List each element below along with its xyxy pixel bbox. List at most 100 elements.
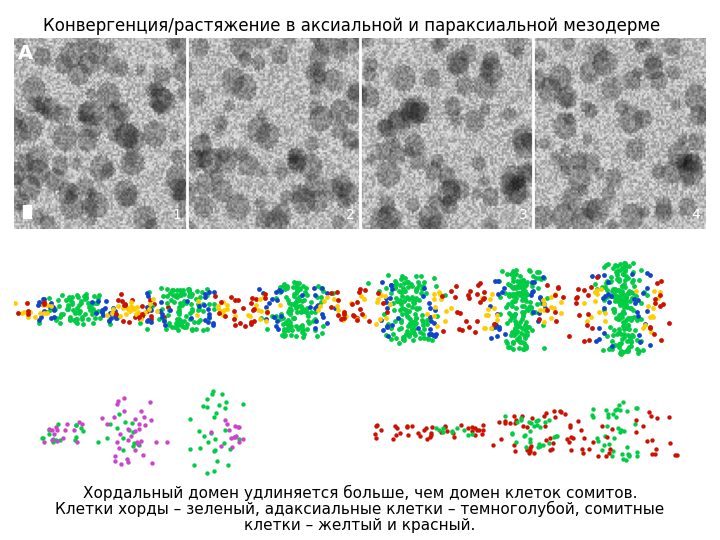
Point (75, 297, 86, 306)
Point (347, 310, 359, 319)
Point (163, 320, 174, 329)
Point (186, 305, 197, 313)
Point (451, 423, 463, 432)
Point (630, 292, 642, 300)
Point (230, 296, 241, 305)
Point (625, 314, 636, 323)
Point (515, 291, 526, 299)
Point (517, 292, 528, 301)
Point (637, 288, 649, 297)
Point (6, 300, 17, 309)
Point (174, 310, 185, 319)
Point (505, 316, 516, 325)
Point (477, 421, 489, 430)
Point (485, 324, 496, 333)
Point (536, 296, 548, 305)
Point (606, 345, 618, 353)
Point (630, 416, 642, 424)
Point (99, 303, 111, 312)
Point (112, 397, 124, 406)
Point (503, 292, 515, 300)
Point (446, 427, 458, 436)
Point (613, 314, 624, 323)
Point (431, 312, 443, 320)
Point (496, 288, 508, 296)
Point (176, 317, 187, 326)
Point (384, 300, 395, 309)
Point (538, 273, 549, 282)
Point (132, 440, 143, 448)
Point (504, 418, 516, 427)
Point (289, 299, 300, 308)
Point (172, 307, 184, 316)
Point (617, 334, 629, 343)
Point (599, 432, 611, 441)
Point (565, 446, 577, 454)
Point (426, 330, 437, 339)
Point (538, 441, 549, 449)
Point (654, 291, 666, 299)
Point (407, 293, 418, 301)
Point (123, 318, 135, 326)
Point (316, 309, 328, 318)
Point (512, 289, 523, 298)
Point (539, 306, 550, 315)
Point (467, 430, 478, 438)
Point (518, 308, 530, 316)
Point (410, 287, 422, 295)
Point (167, 286, 179, 295)
Point (427, 331, 438, 340)
Point (508, 270, 520, 279)
Point (180, 323, 192, 332)
Point (294, 301, 305, 310)
Point (513, 343, 524, 352)
Point (587, 272, 598, 281)
Point (245, 318, 256, 326)
Point (132, 312, 144, 321)
Point (446, 427, 458, 436)
Point (508, 338, 519, 346)
Point (38, 300, 50, 309)
Point (599, 282, 611, 291)
Point (509, 297, 521, 306)
Point (72, 306, 84, 315)
Point (282, 326, 294, 334)
Point (44, 425, 55, 434)
Point (270, 288, 282, 296)
Point (204, 300, 215, 309)
Point (210, 446, 221, 454)
Point (657, 299, 668, 308)
Point (513, 321, 525, 330)
Point (86, 309, 98, 318)
Point (469, 327, 481, 336)
Point (635, 336, 647, 345)
Point (93, 307, 104, 315)
Point (80, 290, 91, 299)
Point (598, 328, 609, 337)
Point (626, 342, 637, 350)
Point (281, 282, 292, 291)
Point (294, 307, 306, 316)
Point (61, 420, 73, 428)
Point (77, 420, 89, 428)
Point (142, 316, 153, 325)
Point (512, 336, 523, 345)
Point (644, 341, 656, 349)
Point (297, 332, 308, 341)
Point (114, 312, 125, 320)
Point (534, 294, 546, 303)
Point (616, 282, 628, 291)
Point (115, 290, 127, 299)
Point (122, 458, 134, 467)
Point (165, 289, 176, 298)
Point (232, 475, 243, 483)
Point (471, 316, 482, 325)
Point (588, 438, 599, 447)
Point (516, 411, 528, 420)
Point (528, 422, 540, 430)
Text: клетки – желтый и красный.: клетки – желтый и красный. (244, 518, 476, 534)
Point (559, 409, 570, 418)
Point (590, 297, 601, 306)
Point (524, 447, 536, 456)
Point (617, 307, 629, 315)
